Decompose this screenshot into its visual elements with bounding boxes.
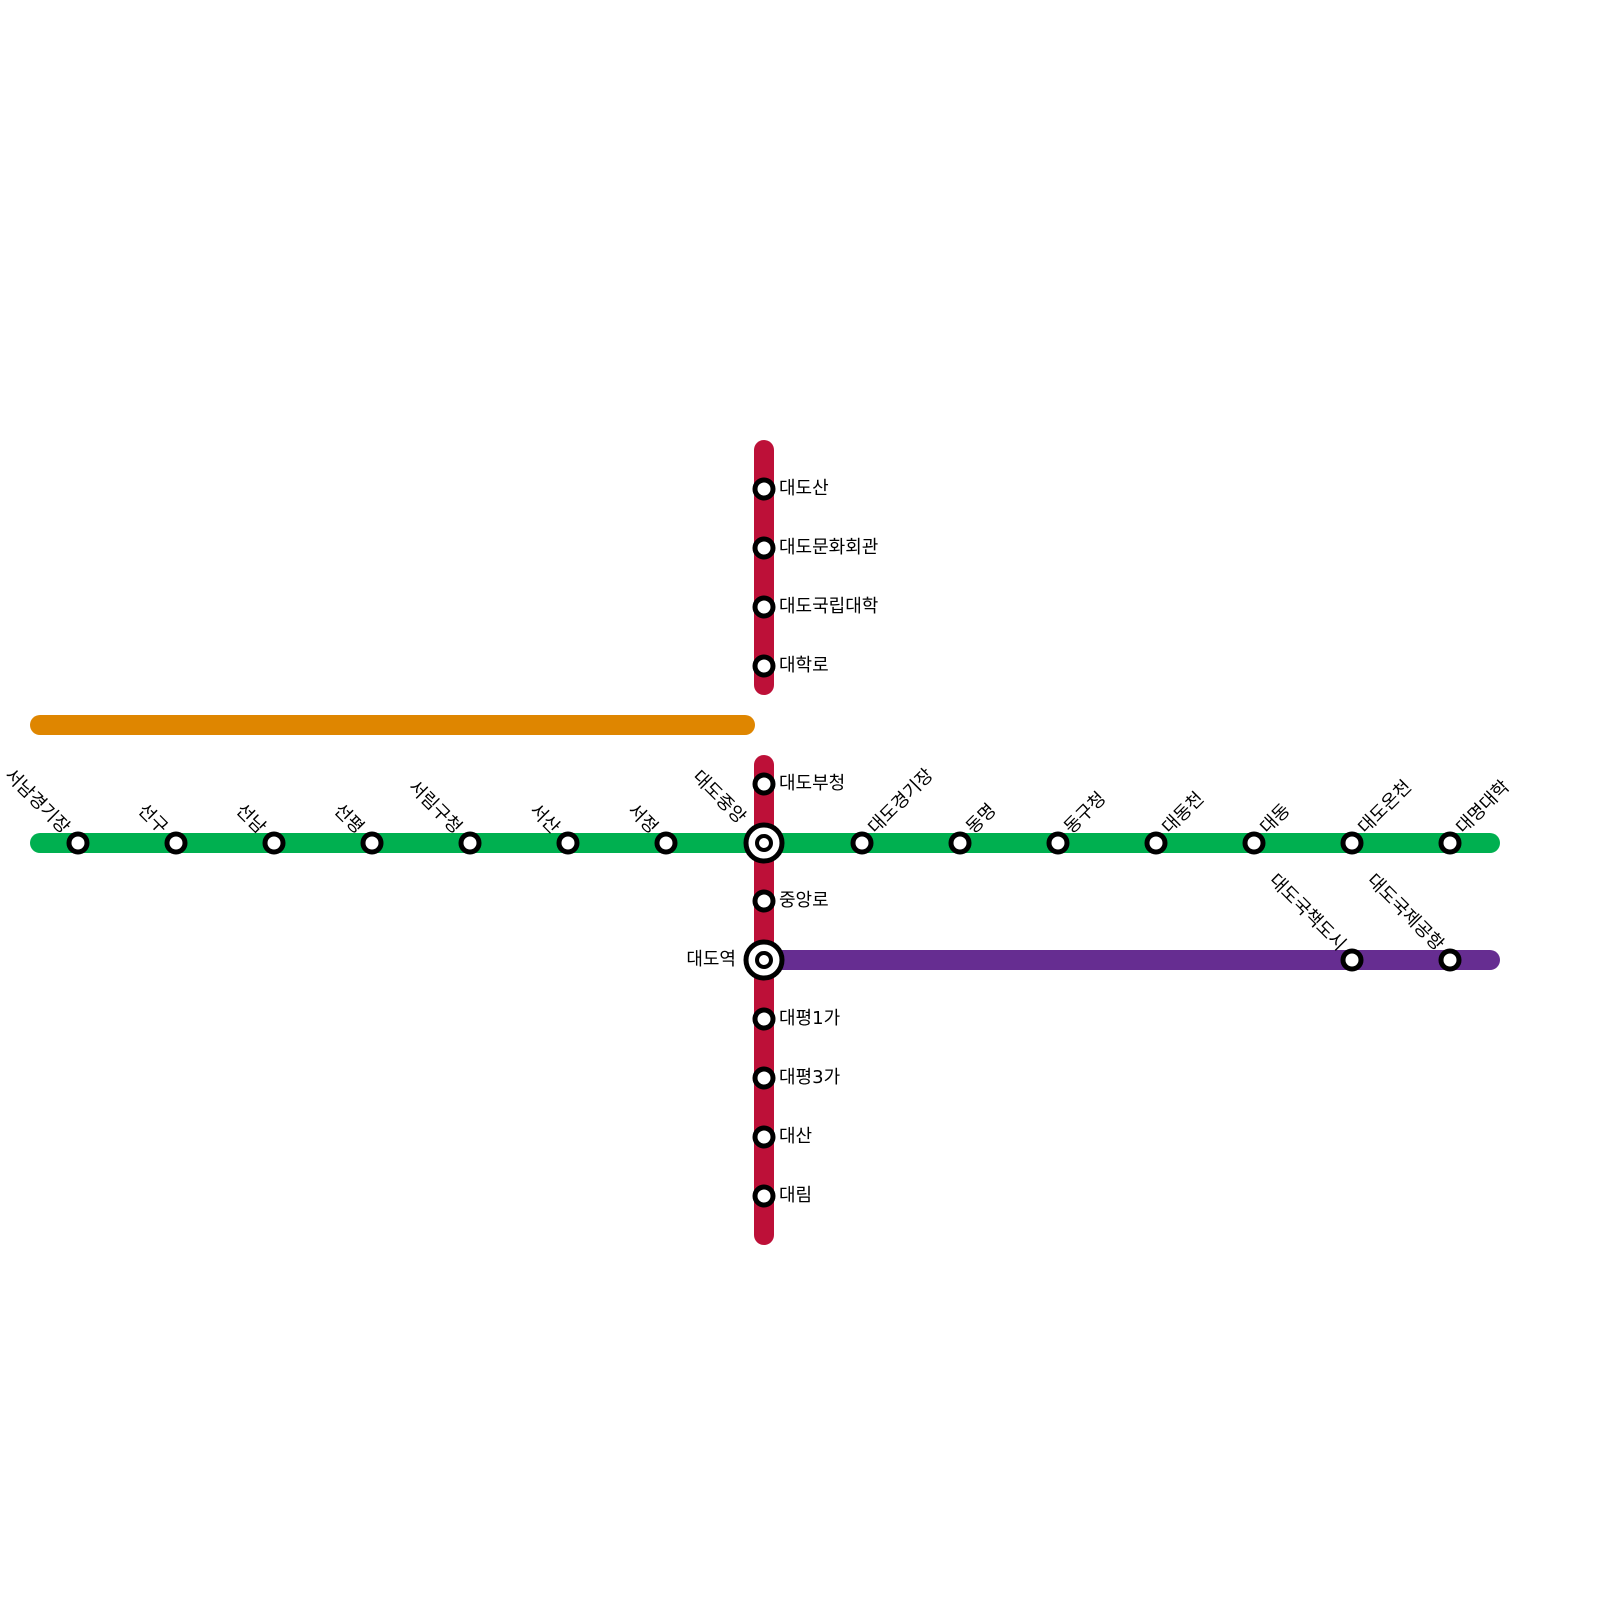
station-marker <box>752 536 776 560</box>
station-label: 대동 <box>1256 800 1294 838</box>
station-marker <box>556 831 580 855</box>
station-marker <box>1046 831 1070 855</box>
interchange-inner-marker <box>755 834 773 852</box>
interchange-inner-marker <box>755 951 773 969</box>
station-marker <box>752 1007 776 1031</box>
station-marker <box>66 831 90 855</box>
station-label: 대도국책도시 <box>1265 870 1350 955</box>
station-marker <box>752 654 776 678</box>
station-label: 선구 <box>134 800 172 838</box>
station-marker <box>458 831 482 855</box>
station-label: 대평1가 <box>779 1008 840 1029</box>
station-label: 대도국립대학 <box>779 596 878 617</box>
station-marker <box>1340 831 1364 855</box>
station-label: 선남 <box>232 800 270 838</box>
station-marker <box>850 831 874 855</box>
station-marker <box>752 772 776 796</box>
station-label: 서정 <box>624 800 662 838</box>
station-marker <box>752 477 776 501</box>
station-marker <box>1144 831 1168 855</box>
station-marker <box>752 889 776 913</box>
station-marker <box>1438 831 1462 855</box>
station-label: 대동천 <box>1158 788 1208 838</box>
station-marker <box>1242 831 1266 855</box>
station-marker <box>654 831 678 855</box>
station-label: 대학로 <box>779 655 829 676</box>
station-label: 대평3가 <box>779 1067 840 1088</box>
station-label: 대도경기장 <box>864 765 937 838</box>
station-label: 서산 <box>526 800 564 838</box>
station-marker <box>1340 948 1364 972</box>
station-label: 대도중앙 <box>688 766 750 828</box>
station-label: 대도산 <box>779 478 829 499</box>
station-label: 대도문화회관 <box>779 537 878 558</box>
station-label: 서남경기장 <box>0 765 73 838</box>
station-label: 서림구청 <box>404 776 466 838</box>
station-label: 대도부청 <box>779 773 845 794</box>
station-label: 대도역 <box>686 949 736 970</box>
station-label: 동명 <box>962 800 1000 838</box>
station-label: 대도국제공항 <box>1363 870 1448 955</box>
station-marker <box>164 831 188 855</box>
station-marker <box>752 1125 776 1149</box>
station-marker <box>948 831 972 855</box>
station-label: 중앙로 <box>779 890 829 911</box>
station-label: 대산 <box>779 1126 812 1147</box>
station-label: 대림 <box>779 1185 812 1206</box>
station-marker <box>360 831 384 855</box>
station-marker <box>1438 948 1462 972</box>
station-marker <box>752 1184 776 1208</box>
station-label: 동구청 <box>1060 788 1110 838</box>
station-label: 대명대학 <box>1452 776 1514 838</box>
station-marker <box>262 831 286 855</box>
station-label: 선평 <box>330 800 368 838</box>
station-label: 대도온천 <box>1354 776 1416 838</box>
station-marker <box>752 1066 776 1090</box>
station-marker <box>752 595 776 619</box>
